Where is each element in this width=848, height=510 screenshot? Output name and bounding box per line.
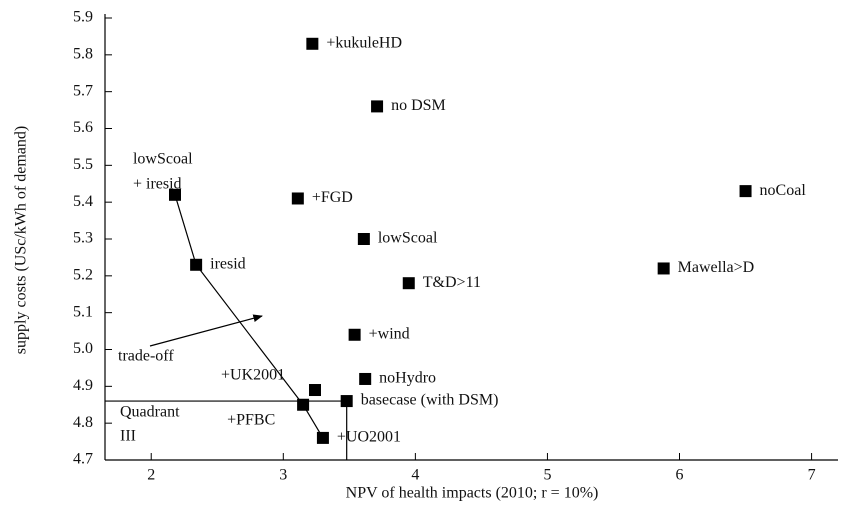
point-label: +FGD <box>312 189 353 206</box>
point <box>308 384 321 397</box>
point-label: lowScoal <box>133 150 193 167</box>
x-tick-label: 7 <box>808 467 816 484</box>
annotation: Quadrant <box>120 404 180 421</box>
annotation: trade-off <box>118 348 174 365</box>
y-tick-label: 5.1 <box>73 303 93 320</box>
point-label: T&D>11 <box>423 274 481 291</box>
y-axis-label: supply costs (USc/kWh of demand) <box>13 126 30 354</box>
y-tick-label: 4.9 <box>73 377 93 394</box>
point-label: lowScoal <box>378 230 438 247</box>
point <box>359 372 372 385</box>
point-label: noCoal <box>760 182 807 199</box>
y-tick-label: 5.5 <box>73 156 93 173</box>
y-tick-label: 4.8 <box>73 414 93 431</box>
point <box>316 431 329 444</box>
y-tick-label: 5.7 <box>73 82 93 99</box>
y-tick-label: 5.3 <box>73 230 93 247</box>
x-tick-label: 4 <box>411 467 419 484</box>
point <box>739 185 752 198</box>
y-tick-label: 5.6 <box>73 119 93 136</box>
point <box>348 328 361 341</box>
point <box>402 277 415 290</box>
x-tick-label: 3 <box>279 467 287 484</box>
point <box>657 262 670 275</box>
point <box>357 233 370 245</box>
annotation-arrow <box>149 314 263 347</box>
point-label: +PFBC <box>227 411 275 428</box>
point <box>306 37 319 50</box>
point-label: iresid <box>210 255 246 272</box>
x-tick-label: 2 <box>147 467 155 484</box>
x-tick-label: 5 <box>543 467 551 484</box>
point-label: Mawella>D <box>678 259 755 276</box>
point-label: +UK2001 <box>221 367 285 384</box>
trade-off-line <box>174 194 324 439</box>
point <box>371 100 384 113</box>
x-tick-label: 6 <box>676 467 684 484</box>
point-label: noHydro <box>379 370 436 387</box>
point-label: +UO2001 <box>337 429 401 446</box>
annotation: III <box>120 428 136 445</box>
point-label: basecase (with DSM) <box>361 392 499 409</box>
point <box>168 188 181 201</box>
x-axis-label: NPV of health impacts (2010; r = 10%) <box>346 485 599 502</box>
point-label: no DSM <box>391 97 446 114</box>
point <box>291 192 304 205</box>
point <box>190 258 203 271</box>
y-tick-label: 5.8 <box>73 46 93 63</box>
point <box>340 395 353 408</box>
y-tick-label: 4.7 <box>73 451 93 468</box>
point-label: +wind <box>369 325 410 342</box>
y-tick-label: 5.2 <box>73 267 93 284</box>
point <box>297 398 310 411</box>
y-tick-label: 5.9 <box>73 9 93 26</box>
y-tick-label: 5.4 <box>73 193 93 210</box>
y-tick-label: 5.0 <box>73 340 93 357</box>
point-label: + iresid <box>133 175 182 192</box>
point-label: +kukuleHD <box>326 34 402 51</box>
